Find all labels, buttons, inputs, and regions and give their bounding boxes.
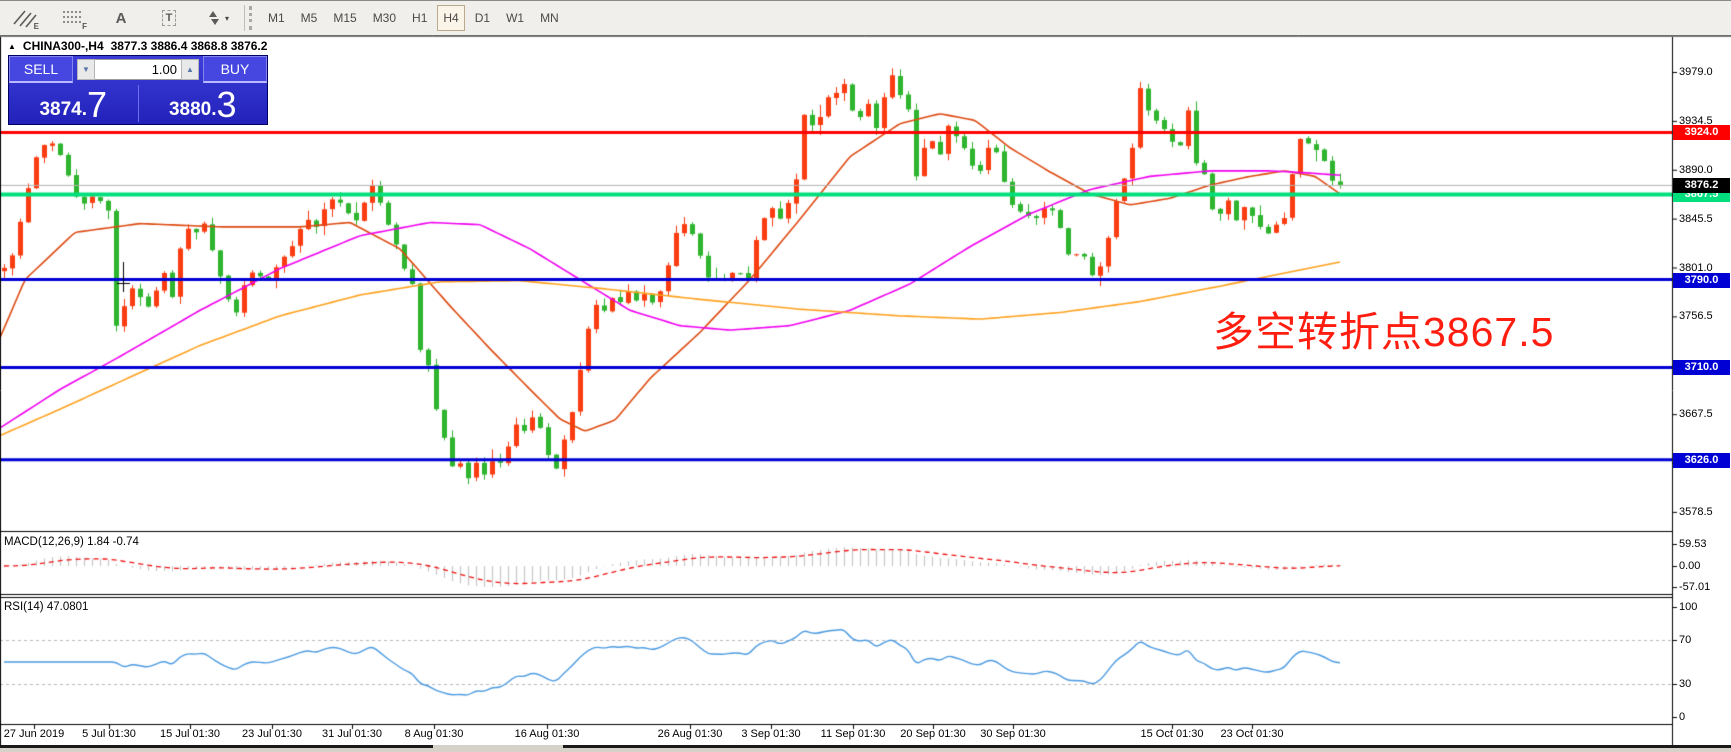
macd-title: MACD(12,26,9) [4, 536, 84, 548]
toolbar: E F A T ▾ M1 M5 M15 M30 H1 H4 D1 W1 MN [0, 0, 1731, 36]
date-tick-label: 30 Sep 01:30 [980, 728, 1046, 740]
volume-increase-button[interactable]: ▲ [181, 59, 199, 80]
symbol-name: CHINA300-,H4 [22, 39, 104, 53]
chart-annotation-text: 多空转折点3867.5 [1213, 309, 1555, 355]
timeframe-button-mn[interactable]: MN [534, 5, 565, 31]
toolbar-separator [244, 5, 245, 31]
collapse-triangle-icon[interactable]: ▲ [8, 41, 16, 51]
date-tick-label: 20 Sep 01:30 [900, 728, 966, 740]
date-tick-label: 15 Oct 01:30 [1140, 728, 1204, 740]
macd-values: 1.84 -0.74 [87, 536, 139, 548]
chart-canvas[interactable] [0, 36, 1731, 752]
rsi-header: RSI(14) 47.0801 [4, 601, 88, 613]
hline-badge: 3790.0 [1673, 272, 1730, 288]
equidistant-channel-icon [13, 10, 37, 28]
bid-last-digit: 7 [87, 83, 108, 125]
price-tick-label: 3801.0 [1679, 261, 1713, 274]
date-tick-label: 3 Sep 01:30 [741, 728, 801, 740]
toolbar-drag-handle[interactable] [249, 6, 252, 30]
quote-divider [137, 85, 139, 122]
volume-decrease-button[interactable]: ▼ [77, 59, 95, 80]
macd-tick-label: -57.01 [1679, 581, 1711, 594]
timeframe-button-m15[interactable]: M15 [327, 5, 362, 31]
rsi-tick-label: 0 [1679, 711, 1686, 723]
ask-last-digit: 3 [216, 83, 237, 125]
price-tick-label: 3845.5 [1679, 212, 1713, 225]
timeframe-button-h4[interactable]: H4 [437, 5, 465, 31]
ask-price[interactable]: 3880. 3 [139, 83, 268, 124]
bottom-border-segment [563, 745, 1731, 748]
timeframe-button-m1[interactable]: M1 [262, 5, 291, 31]
bid-price[interactable]: 3874. 7 [9, 83, 138, 124]
window-bottom-border [0, 745, 1731, 752]
rsi-tick-label: 70 [1679, 634, 1692, 646]
arrow-objects-tool-button[interactable]: ▾ [200, 4, 234, 32]
fibonacci-icon [63, 11, 83, 23]
date-tick-label: 23 Jul 01:30 [242, 728, 302, 740]
one-click-trading-panel: SELL ▼ ▲ BUY 3874.7 3880.3 [8, 55, 268, 125]
date-tick-label: 15 Jul 01:30 [160, 728, 220, 740]
date-tick-label: 11 Sep 01:30 [820, 728, 886, 740]
date-tick-label: 16 Aug 01:30 [514, 728, 580, 740]
volume-input[interactable] [95, 59, 181, 80]
bottom-border-segment [0, 745, 433, 748]
last-price-badge: 3876.2 [1673, 177, 1730, 193]
macd-tick-label: 59.53 [1679, 538, 1707, 550]
rsi-value: 47.0801 [46, 601, 89, 613]
hline-badge: 3710.0 [1673, 360, 1730, 376]
text-tool-button[interactable]: T [152, 4, 186, 32]
date-tick-label: 23 Oct 01:30 [1220, 728, 1284, 740]
timeframe-button-h1[interactable]: H1 [406, 5, 433, 31]
price-tick-label: 3578.5 [1679, 505, 1713, 518]
date-tick-label: 27 Jun 2019 [3, 728, 65, 740]
rsi-tick-label: 100 [1679, 601, 1698, 613]
arrows-icon [208, 11, 219, 25]
sell-button[interactable]: SELL [9, 56, 73, 83]
ask-dot: . [211, 99, 217, 120]
text-label-tool-button[interactable]: A [104, 4, 138, 32]
rsi-title: RSI(14) [4, 601, 44, 613]
timeframe-buttons: M1 M5 M15 M30 H1 H4 D1 W1 MN [262, 5, 565, 31]
price-tick-label: 3979.0 [1679, 66, 1713, 78]
date-tick-label: 31 Jul 01:30 [322, 728, 382, 740]
text-icon: T [161, 10, 177, 26]
timeframe-button-w1[interactable]: W1 [500, 5, 530, 31]
price-tick-label: 3756.5 [1679, 310, 1713, 323]
rsi-tick-label: 30 [1679, 678, 1692, 690]
macd-header: MACD(12,26,9) 1.84 -0.74 [4, 536, 139, 548]
date-tick-label: 8 Aug 01:30 [404, 728, 464, 740]
buy-button[interactable]: BUY [203, 56, 267, 83]
bid-dot: . [81, 99, 88, 120]
price-tick-label: 3934.5 [1679, 114, 1713, 127]
ask-main-digits: 3880 [168, 99, 212, 120]
equidistant-channel-tool-button[interactable]: E [8, 4, 42, 32]
macd-tick-label: 0.00 [1679, 560, 1701, 572]
price-tick-label: 3667.5 [1679, 408, 1713, 421]
timeframe-button-m30[interactable]: M30 [367, 5, 402, 31]
price-tick-label: 3890.0 [1679, 163, 1713, 176]
bid-main-digits: 3874 [39, 99, 82, 120]
tool-sub-label: E [33, 22, 39, 31]
chart-window: ▲ CHINA300-,H4 3877.3 3886.4 3868.8 3876… [0, 36, 1731, 752]
timeframe-button-m5[interactable]: M5 [295, 5, 324, 31]
tool-sub-label: F [82, 22, 87, 31]
volume-spinner: ▼ ▲ [73, 56, 203, 83]
date-tick-label: 26 Aug 01:30 [657, 728, 723, 740]
hline-badge: 3924.0 [1673, 125, 1730, 141]
drawing-tools: E F A T ▾ [0, 4, 234, 32]
chart-header: ▲ CHINA300-,H4 3877.3 3886.4 3868.8 3876… [8, 39, 267, 53]
symbol-ohlc: 3877.3 3886.4 3868.8 3876.2 [110, 39, 268, 53]
hline-badge: 3626.0 [1673, 452, 1730, 468]
fibonacci-tool-button[interactable]: F [56, 4, 90, 32]
chevron-down-icon: ▾ [224, 13, 229, 23]
date-tick-label: 5 Jul 01:30 [82, 728, 136, 740]
timeframe-button-d1[interactable]: D1 [469, 5, 496, 31]
text-label-icon: A [115, 9, 127, 27]
